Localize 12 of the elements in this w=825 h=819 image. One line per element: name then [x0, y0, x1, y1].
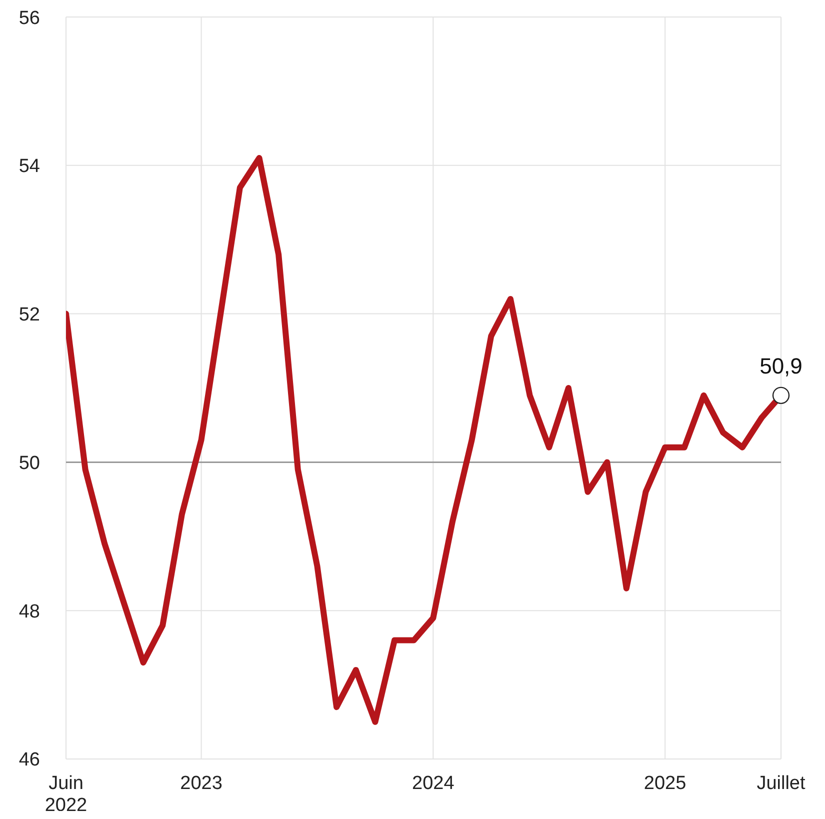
- x-tick-label: 2023: [180, 773, 222, 794]
- annotation: 50,9: [760, 353, 802, 378]
- x-tick-label: 2025: [644, 773, 686, 794]
- x-tick-label: 2024: [412, 773, 455, 794]
- x-tick-label: Juillet: [756, 773, 806, 794]
- y-tick-label: 50: [18, 452, 40, 474]
- y-tick-label: 52: [18, 304, 40, 326]
- x-tick-label: Juin 2022: [44, 773, 88, 816]
- y-tick-label: 56: [18, 8, 40, 29]
- y-tick-label: 54: [18, 156, 40, 178]
- y-tick-label: 48: [18, 601, 40, 622]
- y-tick-label: 46: [18, 750, 40, 771]
